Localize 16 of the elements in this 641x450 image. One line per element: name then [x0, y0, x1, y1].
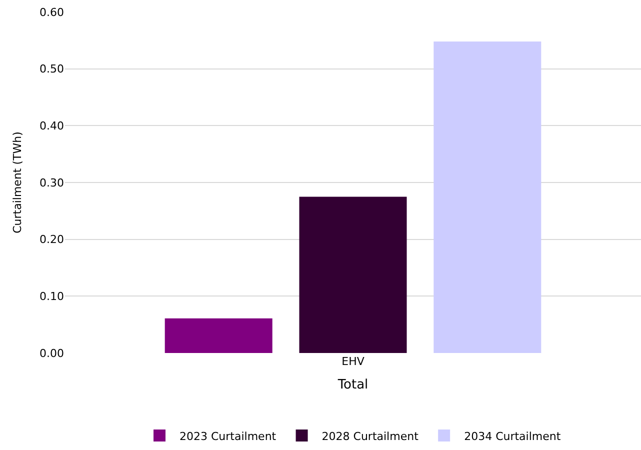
- bar: [434, 42, 542, 353]
- y-tick-label: 0.40: [40, 120, 64, 133]
- x-tick-label: EHV: [342, 355, 365, 368]
- y-tick-label: 0.20: [40, 233, 64, 246]
- legend-label: 2034 Curtailment: [464, 430, 562, 443]
- bar: [164, 318, 272, 353]
- legend-label: 2028 Curtailment: [322, 430, 420, 443]
- y-tick-label: 0.50: [40, 62, 64, 76]
- y-tick-label: 0.00: [40, 346, 64, 360]
- y-tick-label: 0.10: [40, 290, 64, 304]
- x-axis-title: Total: [336, 378, 368, 393]
- y-tick-label: 0.60: [40, 6, 64, 19]
- y-tick-label: 0.30: [40, 176, 64, 190]
- bar: [299, 196, 407, 353]
- legend-label: 2023 Curtailment: [180, 430, 277, 443]
- y-axis-title: Curtailment (TWh): [11, 132, 24, 234]
